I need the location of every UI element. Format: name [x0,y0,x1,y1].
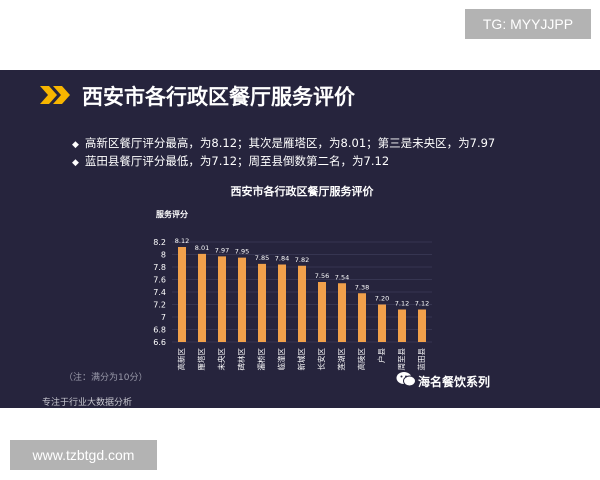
bar [318,282,326,342]
bullet-text: 蓝田县餐厅评分最低，为7.12；周至县倒数第二名，为7.12 [84,154,390,168]
bar [178,247,186,342]
data-label: 7.20 [375,295,389,303]
x-tick-label: 碑林区 [236,348,246,371]
bar [418,309,426,342]
data-label: 7.38 [355,283,369,291]
y-tick-label: 7 [161,313,166,322]
x-tick-label: 高新区 [176,348,186,371]
bullet-item: ◆ 蓝田县餐厅评分最低，为7.12；周至县倒数第二名，为7.12 [72,153,389,169]
x-tick-label: 新城区 [296,348,306,371]
slide-panel: 西安市各行政区餐厅服务评价 ◆ 高新区餐厅评分最高，为8.12；其次是雁塔区，为8… [0,70,600,408]
bar [398,309,406,342]
watermark-badge-top: TG: MYYJJPP [465,9,591,39]
data-label: 8.12 [175,237,189,245]
data-label: 7.95 [235,248,249,256]
data-label: 7.54 [335,273,349,281]
bar [218,256,226,342]
slide-title: 西安市各行政区餐厅服务评价 [82,85,355,109]
bar [198,253,206,342]
x-tick-label: 雁塔区 [196,348,206,371]
data-label: 7.97 [215,246,229,254]
data-label: 7.82 [295,256,309,264]
bullet-item: ◆ 高新区餐厅评分最高，为8.12；其次是雁塔区，为8.01；第三是未央区，为7.… [72,135,495,151]
watermark-badge-bottom: www.tzbtgd.com [10,440,157,470]
bar [278,264,286,342]
bar [358,293,366,342]
data-label: 7.12 [415,300,429,308]
y-tick-label: 7.4 [153,288,166,297]
bar [338,283,346,342]
x-tick-label: 莲湖区 [336,348,346,371]
diamond-icon: ◆ [72,140,79,150]
x-tick-label: 高陵区 [356,348,366,371]
x-tick-label: 周至县 [397,348,406,371]
x-tick-label: 未央区 [216,348,226,371]
x-tick-label: 户县 [376,348,386,363]
data-label: 8.01 [195,244,209,252]
y-tick-label: 8 [161,251,166,260]
chevron-right-icon [40,86,70,104]
chart-title: 西安市各行政区餐厅服务评价 [231,184,375,198]
chart-note: （注：满分为10分） [64,373,148,383]
bar [258,263,266,342]
bar [298,265,306,342]
y-tick-label: 6.6 [153,338,166,347]
footer-text: 专注于行业大数据分析 [42,398,133,408]
bar [378,304,386,342]
y-tick-label: 6.8 [153,326,166,335]
x-tick-label: 灞桥区 [256,348,266,371]
x-tick-label: 蓝田县 [416,348,426,371]
bar [238,257,246,342]
data-label: 7.84 [275,255,289,263]
bullet-text: 高新区餐厅评分最高，为8.12；其次是雁塔区，为8.01；第三是未央区，为7.9… [84,136,496,150]
y-tick-label: 7.6 [153,276,166,285]
y-tick-label: 7.8 [153,263,166,272]
data-label: 7.56 [315,272,329,280]
data-label: 7.12 [395,300,409,308]
diamond-icon: ◆ [72,158,79,168]
x-tick-label: 长安区 [316,348,326,371]
y-tick-label: 7.2 [153,301,166,310]
brand-text: 海名餐饮系列 [418,375,491,389]
data-label: 7.85 [255,254,269,262]
y-axis-label: 服务评分 [156,209,188,219]
wechat-icon [396,372,416,387]
x-tick-label: 临潼区 [276,348,286,371]
y-tick-label: 8.2 [153,238,166,247]
